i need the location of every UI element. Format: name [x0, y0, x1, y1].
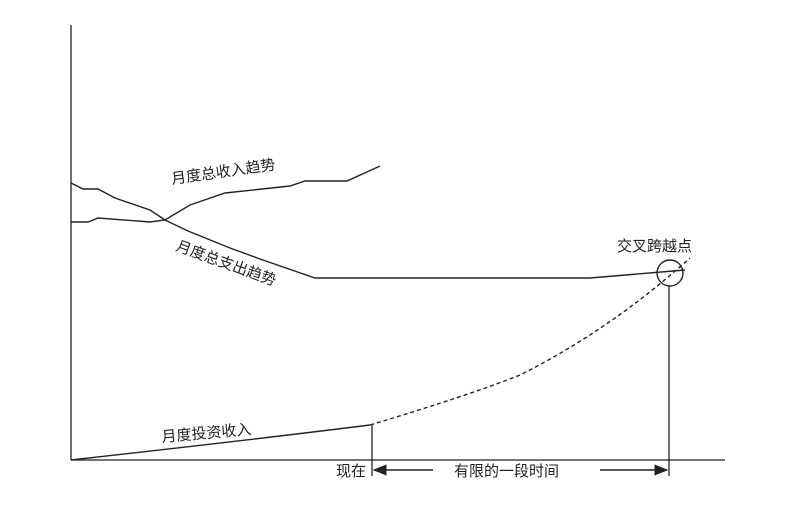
crossover-marker [656, 259, 684, 287]
finite-period-label: 有限的一段时间 [454, 462, 559, 480]
income-trend-line [71, 165, 381, 223]
expense-trend-label: 月度总支出趋势 [174, 237, 279, 290]
investment-income-line [70, 424, 371, 461]
investment-income-projection [369, 257, 691, 426]
investment-income-label: 月度投资收入 [161, 420, 252, 446]
income-trend-label: 月度总收入趋势 [170, 156, 276, 188]
expense-trend-line [70, 182, 686, 279]
crossover-point-label: 交叉跨越点 [617, 237, 692, 255]
now-label: 现在 [336, 462, 366, 480]
